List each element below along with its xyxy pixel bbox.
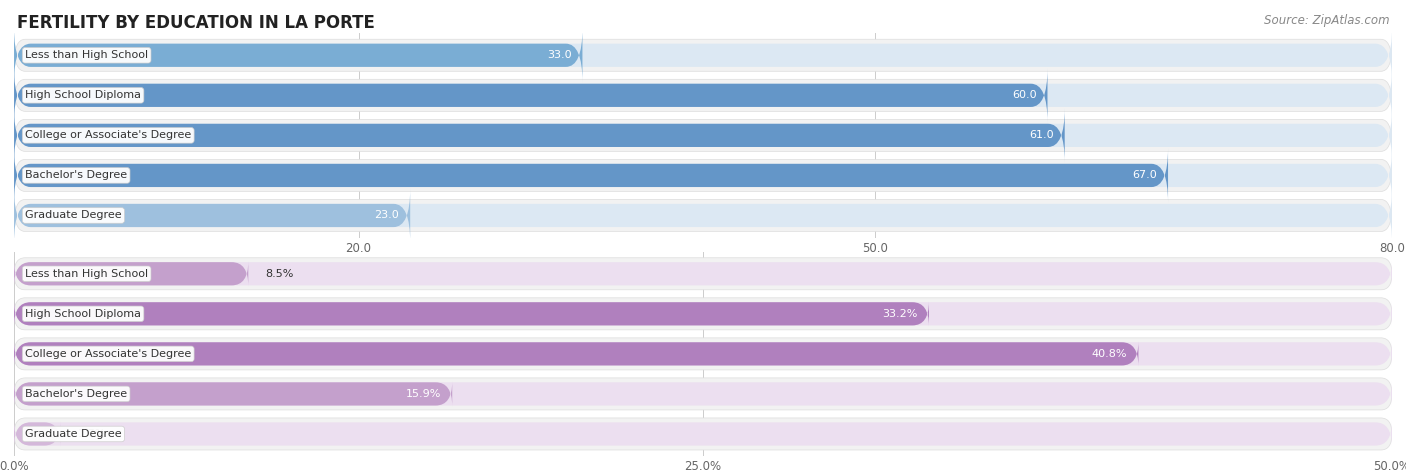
Text: High School Diploma: High School Diploma	[25, 90, 141, 100]
FancyBboxPatch shape	[14, 68, 1047, 122]
Text: Bachelor's Degree: Bachelor's Degree	[25, 171, 127, 180]
FancyBboxPatch shape	[14, 418, 1392, 450]
Text: 67.0: 67.0	[1132, 171, 1157, 180]
Text: Less than High School: Less than High School	[25, 269, 148, 279]
Text: College or Associate's Degree: College or Associate's Degree	[25, 349, 191, 359]
FancyBboxPatch shape	[14, 338, 1392, 370]
Text: 33.2%: 33.2%	[883, 309, 918, 319]
FancyBboxPatch shape	[14, 28, 1392, 82]
Text: Bachelor's Degree: Bachelor's Degree	[25, 389, 127, 399]
FancyBboxPatch shape	[14, 261, 1392, 286]
FancyBboxPatch shape	[14, 109, 1392, 162]
Text: Graduate Degree: Graduate Degree	[25, 210, 122, 220]
FancyBboxPatch shape	[14, 200, 1392, 231]
Text: Source: ZipAtlas.com: Source: ZipAtlas.com	[1264, 14, 1389, 27]
FancyBboxPatch shape	[14, 298, 1392, 330]
Text: FERTILITY BY EDUCATION IN LA PORTE: FERTILITY BY EDUCATION IN LA PORTE	[17, 14, 375, 32]
FancyBboxPatch shape	[14, 261, 249, 286]
FancyBboxPatch shape	[14, 39, 1392, 71]
Text: 33.0: 33.0	[547, 50, 571, 60]
Text: Graduate Degree: Graduate Degree	[25, 429, 122, 439]
FancyBboxPatch shape	[14, 189, 1392, 242]
FancyBboxPatch shape	[14, 302, 1392, 326]
Text: Less than High School: Less than High School	[25, 50, 148, 60]
FancyBboxPatch shape	[14, 149, 1168, 202]
FancyBboxPatch shape	[14, 378, 1392, 410]
FancyBboxPatch shape	[14, 79, 1392, 111]
FancyBboxPatch shape	[14, 160, 1392, 191]
FancyBboxPatch shape	[14, 189, 411, 242]
FancyBboxPatch shape	[14, 28, 582, 82]
FancyBboxPatch shape	[14, 381, 453, 406]
FancyBboxPatch shape	[14, 421, 1392, 446]
Text: 8.5%: 8.5%	[264, 269, 294, 279]
Text: 15.9%: 15.9%	[406, 389, 441, 399]
FancyBboxPatch shape	[14, 68, 1392, 122]
Text: 40.8%: 40.8%	[1092, 349, 1128, 359]
FancyBboxPatch shape	[14, 342, 1392, 366]
Text: 61.0: 61.0	[1029, 130, 1053, 141]
Text: 1.7%: 1.7%	[77, 429, 105, 439]
FancyBboxPatch shape	[14, 381, 1392, 406]
Text: 23.0: 23.0	[374, 210, 399, 220]
FancyBboxPatch shape	[14, 149, 1392, 202]
Text: 60.0: 60.0	[1012, 90, 1036, 100]
Text: High School Diploma: High School Diploma	[25, 309, 141, 319]
FancyBboxPatch shape	[14, 302, 929, 326]
Text: College or Associate's Degree: College or Associate's Degree	[25, 130, 191, 141]
FancyBboxPatch shape	[14, 342, 1139, 366]
FancyBboxPatch shape	[14, 258, 1392, 290]
FancyBboxPatch shape	[14, 421, 60, 446]
FancyBboxPatch shape	[14, 119, 1392, 152]
FancyBboxPatch shape	[14, 109, 1064, 162]
